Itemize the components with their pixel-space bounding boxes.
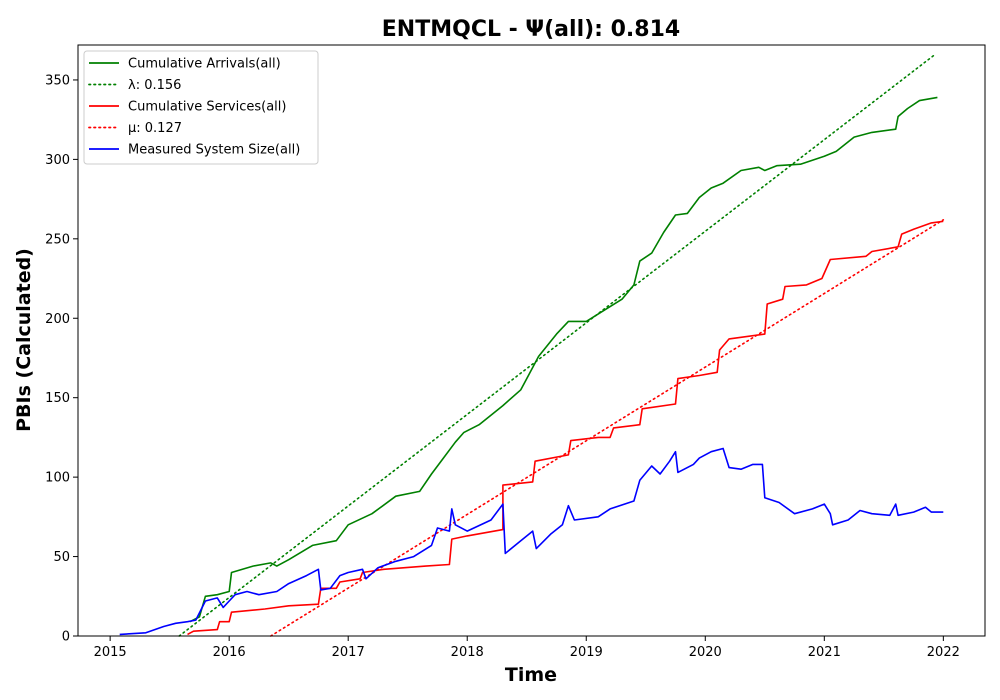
y-tick-label: 150 [45, 391, 70, 406]
legend-entry-0: Cumulative Arrivals(all) [128, 57, 281, 72]
y-tick-label: 100 [45, 471, 70, 486]
y-tick-label: 350 [45, 73, 70, 88]
series-line-0 [189, 96, 938, 623]
series-line-4 [119, 447, 944, 636]
legend-entry-4: Measured System Size(all) [128, 143, 300, 158]
legend: Cumulative Arrivals(all) λ: 0.156 Cumulati… [83, 50, 319, 165]
y-tick-label: 250 [45, 232, 70, 247]
x-axis-label: Time [505, 664, 557, 686]
x-tick-label: 2021 [808, 645, 841, 660]
y-axis: 0 50 100 150 200 250 300 350 [45, 73, 78, 645]
y-axis-label: PBIs (Calculated) [13, 248, 35, 432]
y-tick-label: 50 [53, 550, 70, 565]
legend-entry-3: μ: 0.127 [128, 121, 182, 136]
x-tick-label: 2018 [451, 645, 484, 660]
legend-frame [83, 50, 319, 165]
x-tick-label: 2022 [927, 645, 960, 660]
x-tick-label: 2016 [213, 645, 246, 660]
x-tick-label: 2015 [94, 645, 127, 660]
series-line-2 [187, 220, 944, 636]
y-tick-label: 300 [45, 153, 70, 168]
plot-frame [77, 44, 986, 637]
x-axis: 2015 2016 2017 2018 2019 2020 2021 2022 [94, 636, 960, 660]
y-tick-label: 0 [62, 630, 70, 645]
legend-entry-2: Cumulative Services(all) [128, 100, 286, 115]
chart-title: ENTMQCL - Ψ(all): 0.814 [382, 17, 680, 42]
legend-entry-1: λ: 0.156 [128, 78, 181, 93]
y-tick-label: 200 [45, 312, 70, 327]
x-tick-label: 2019 [570, 645, 603, 660]
x-tick-label: 2017 [332, 645, 365, 660]
x-tick-label: 2020 [689, 645, 722, 660]
series-line-1 [178, 53, 936, 637]
plot-area [119, 53, 945, 637]
